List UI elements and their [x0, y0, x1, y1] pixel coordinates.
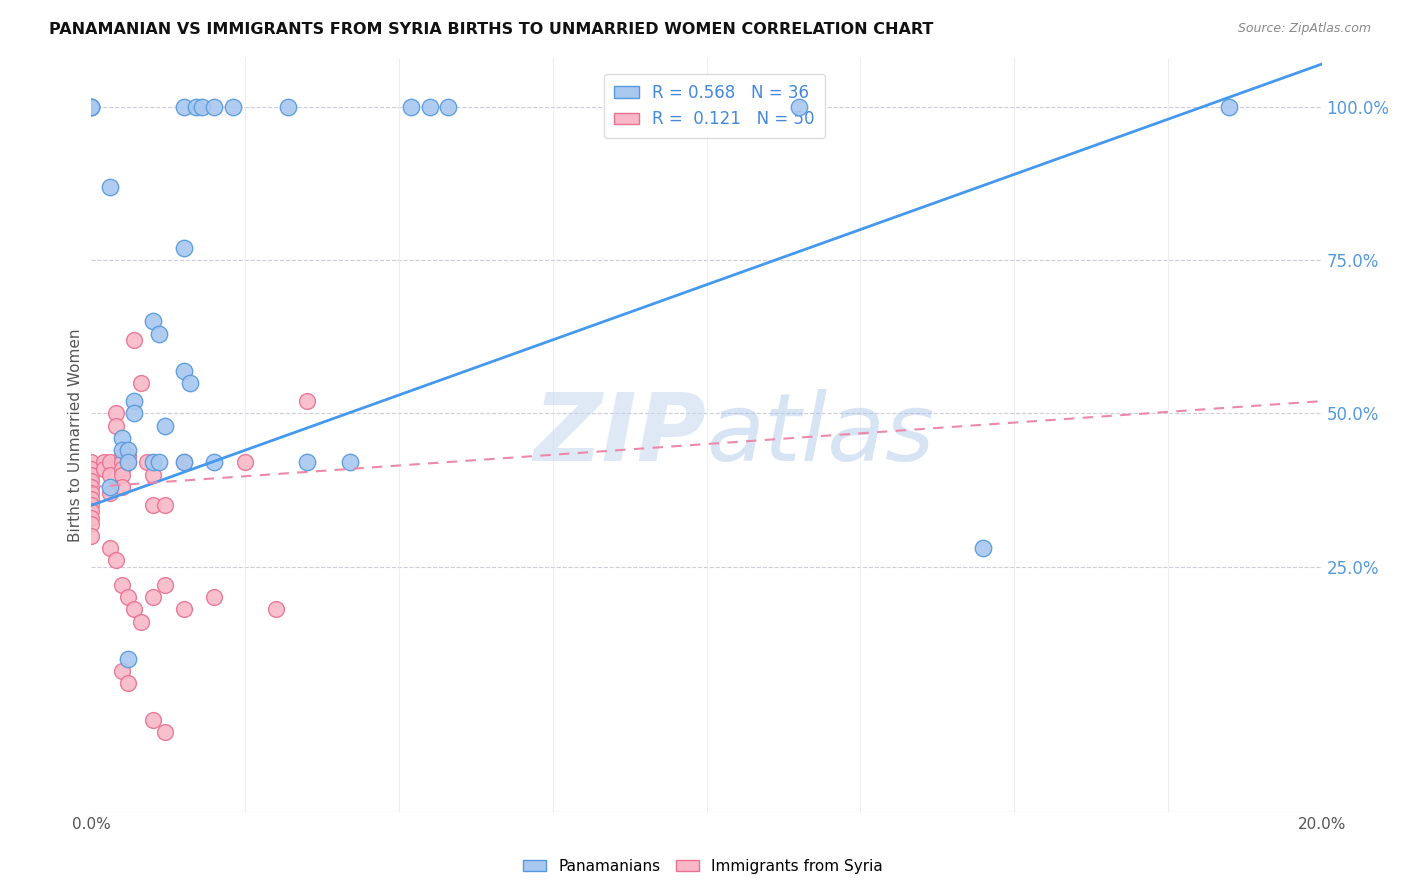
Point: [105, 418, 127, 433]
Text: PANAMANIAN VS IMMIGRANTS FROM SYRIA BIRTHS TO UNMARRIED WOMEN CORRELATION CHART: PANAMANIAN VS IMMIGRANTS FROM SYRIA BIRT…: [49, 22, 934, 37]
Legend: R = 0.568   N = 36, R =  0.121   N = 50: R = 0.568 N = 36, R = 0.121 N = 50: [605, 74, 825, 138]
Point: [142, 713, 165, 727]
Point: [173, 241, 195, 255]
Point: [202, 455, 225, 469]
Point: [80, 100, 103, 114]
Point: [142, 467, 165, 482]
Point: [117, 651, 139, 665]
Point: [105, 553, 127, 567]
Point: [98, 455, 121, 469]
Point: [80, 100, 103, 114]
Point: [111, 431, 134, 445]
Point: [98, 486, 121, 500]
Point: [117, 450, 139, 464]
Point: [787, 100, 810, 114]
Point: [80, 100, 103, 114]
Point: [153, 499, 177, 513]
Point: [202, 100, 225, 114]
Point: [111, 664, 134, 678]
Point: [295, 394, 318, 409]
Point: [124, 602, 146, 616]
Point: [80, 504, 103, 518]
Point: [98, 541, 121, 556]
Point: [80, 455, 103, 469]
Point: [153, 725, 177, 739]
Point: [117, 676, 139, 690]
Point: [153, 578, 177, 592]
Point: [111, 480, 134, 494]
Point: [142, 455, 165, 469]
Point: [117, 455, 139, 469]
Point: [419, 100, 441, 114]
Text: Source: ZipAtlas.com: Source: ZipAtlas.com: [1237, 22, 1371, 36]
Point: [972, 541, 994, 556]
Point: [80, 492, 103, 507]
Point: [111, 467, 134, 482]
Point: [142, 591, 165, 605]
Point: [173, 100, 195, 114]
Point: [117, 443, 139, 458]
Point: [437, 100, 460, 114]
Point: [153, 418, 177, 433]
Point: [233, 455, 256, 469]
Point: [93, 455, 115, 469]
Text: ZIP: ZIP: [534, 389, 706, 481]
Point: [111, 578, 134, 592]
Point: [80, 467, 103, 482]
Point: [105, 406, 127, 420]
Point: [202, 591, 225, 605]
Point: [93, 461, 115, 475]
Point: [277, 100, 299, 114]
Point: [111, 461, 134, 475]
Point: [173, 602, 195, 616]
Point: [98, 480, 121, 494]
Point: [111, 443, 134, 458]
Point: [124, 406, 146, 420]
Point: [295, 455, 318, 469]
Point: [173, 363, 195, 377]
Point: [98, 467, 121, 482]
Point: [117, 455, 139, 469]
Point: [222, 100, 245, 114]
Point: [117, 591, 139, 605]
Point: [80, 510, 103, 524]
Point: [124, 333, 146, 347]
Point: [98, 179, 121, 194]
Point: [1218, 100, 1240, 114]
Point: [80, 474, 103, 488]
Point: [264, 602, 287, 616]
Point: [80, 461, 103, 475]
Legend: Panamanians, Immigrants from Syria: Panamanians, Immigrants from Syria: [517, 853, 889, 880]
Point: [111, 455, 134, 469]
Point: [148, 455, 170, 469]
Point: [124, 394, 146, 409]
Point: [339, 455, 361, 469]
Point: [129, 376, 152, 390]
Point: [80, 480, 103, 494]
Point: [142, 314, 165, 328]
Point: [135, 455, 157, 469]
Point: [80, 486, 103, 500]
Point: [142, 499, 165, 513]
Point: [129, 615, 152, 629]
Point: [173, 455, 195, 469]
Point: [80, 516, 103, 531]
Point: [179, 376, 201, 390]
Point: [80, 529, 103, 543]
Point: [80, 499, 103, 513]
Y-axis label: Births to Unmarried Women: Births to Unmarried Women: [67, 328, 83, 541]
Point: [191, 100, 214, 114]
Point: [399, 100, 422, 114]
Point: [148, 326, 170, 341]
Text: atlas: atlas: [706, 389, 935, 481]
Point: [173, 455, 195, 469]
Point: [111, 450, 134, 464]
Point: [184, 100, 207, 114]
